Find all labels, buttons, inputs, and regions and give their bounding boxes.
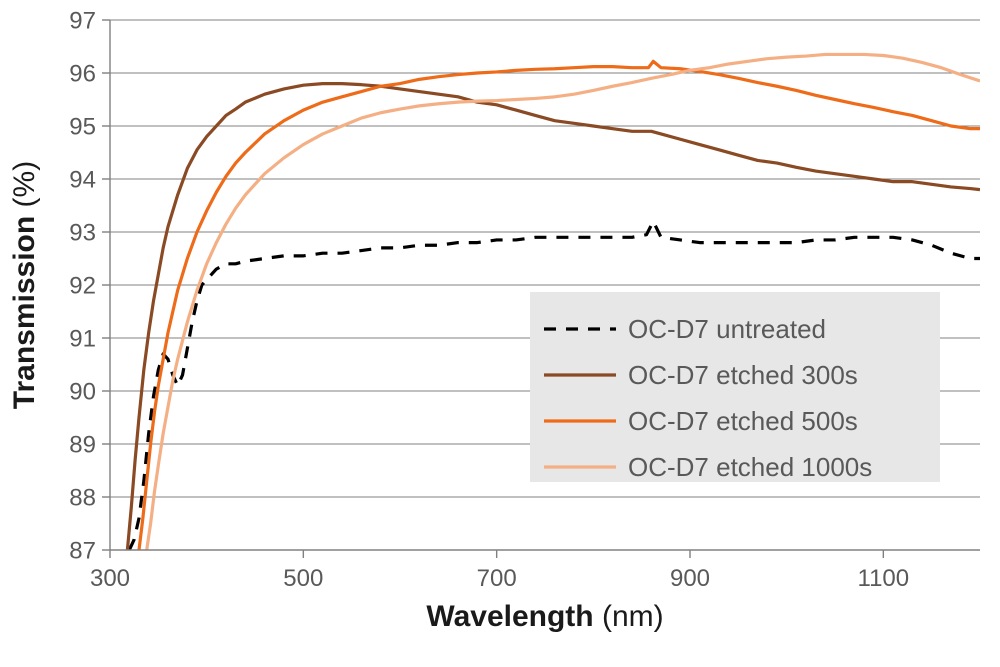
y-tick-label: 93 bbox=[69, 219, 96, 246]
y-tick-label: 94 bbox=[69, 166, 96, 193]
x-tick-label: 700 bbox=[477, 565, 517, 592]
transmission-chart: 300 500 700 900 1100 87 88 89 90 91 92 93 94 95 96 97 Wa… bbox=[0, 0, 1000, 667]
legend-label: OC-D7 untreated bbox=[628, 314, 826, 344]
y-tick-label: 88 bbox=[69, 484, 96, 511]
x-tick-label: 900 bbox=[670, 565, 710, 592]
x-tick-label: 300 bbox=[90, 565, 130, 592]
y-tick-label: 92 bbox=[69, 272, 96, 299]
y-tick-label: 87 bbox=[69, 537, 96, 564]
y-tick-label: 91 bbox=[69, 325, 96, 352]
legend-label: OC-D7 etched 1000s bbox=[628, 452, 872, 482]
x-tick-label: 1100 bbox=[858, 565, 910, 592]
y-tick-label: 89 bbox=[69, 431, 96, 458]
y-axis-label: Transmission (%) bbox=[8, 161, 41, 409]
legend-label: OC-D7 etched 300s bbox=[628, 360, 858, 390]
x-tick-label: 500 bbox=[283, 565, 323, 592]
y-tick-label: 97 bbox=[69, 7, 96, 34]
y-tick-label: 95 bbox=[69, 113, 96, 140]
y-tick-label: 96 bbox=[69, 60, 96, 87]
x-axis-label: Wavelength (nm) bbox=[426, 600, 663, 633]
y-tick-label: 90 bbox=[69, 378, 96, 405]
legend-label: OC-D7 etched 500s bbox=[628, 406, 858, 436]
chart-svg: 300 500 700 900 1100 87 88 89 90 91 92 93 94 95 96 97 Wa… bbox=[0, 0, 1000, 667]
